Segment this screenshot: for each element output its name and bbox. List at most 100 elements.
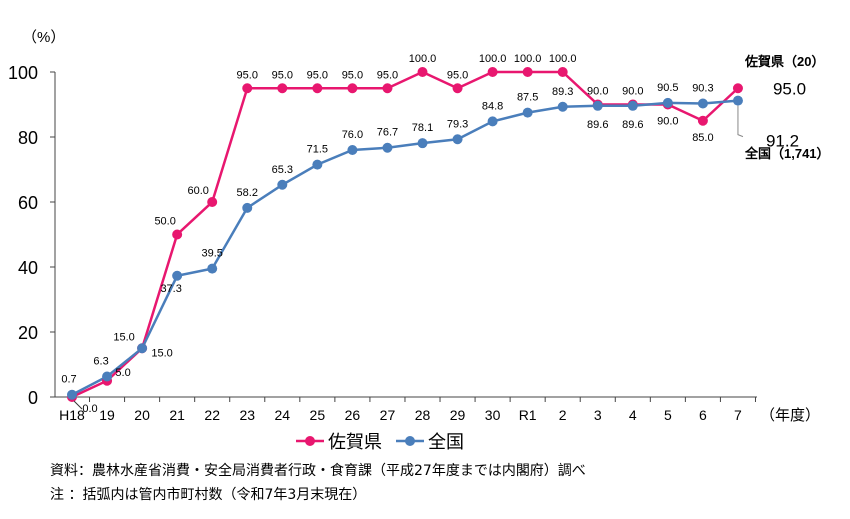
data-point: [312, 159, 323, 170]
data-label: 100.0: [409, 53, 437, 65]
data-point: [137, 343, 148, 354]
data-label: 100.0: [479, 53, 507, 65]
x-tick-label: R1: [519, 407, 537, 423]
x-tick-label: 2: [559, 407, 567, 423]
data-label: 39.5: [201, 248, 222, 260]
x-tick-label: 3: [594, 407, 602, 423]
x-tick-label: 25: [310, 407, 326, 423]
data-point: [452, 83, 463, 94]
x-tick-label: 4: [629, 407, 637, 423]
data-point: [417, 67, 428, 77]
legend-label: 全国: [428, 432, 464, 452]
x-tick-label: 23: [239, 407, 255, 423]
data-label: 95.0: [237, 69, 258, 81]
data-label: 95.0: [272, 69, 293, 81]
x-tick-label: 28: [415, 407, 431, 423]
data-label: 0.7: [61, 374, 76, 386]
data-label: 90.0: [587, 86, 608, 98]
data-point: [67, 389, 77, 400]
series-line-1: [71, 99, 739, 396]
y-tick-label: 100: [8, 63, 38, 83]
x-tick-label: 20: [134, 407, 150, 423]
legend-marker: [305, 436, 315, 446]
data-label: 84.8: [482, 100, 503, 112]
x-tick-label: 19: [99, 407, 115, 423]
data-point: [487, 116, 498, 127]
x-tick-label: 5: [664, 407, 672, 423]
data-label: 90.5: [657, 82, 678, 94]
data-label: 95.0: [342, 69, 363, 81]
data-label: 85.0: [692, 132, 713, 144]
data-point: [522, 107, 533, 118]
x-tick-label: H18: [59, 407, 85, 423]
data-point: [277, 179, 288, 190]
x-tick-label: 22: [204, 407, 220, 423]
data-label: 78.1: [412, 122, 433, 134]
data-point: [242, 202, 253, 213]
data-point: [627, 100, 638, 111]
data-label: 15.0: [151, 347, 172, 359]
data-point: [592, 100, 603, 111]
data-point: [487, 67, 498, 77]
y-tick-label: 80: [18, 128, 38, 148]
source-note: 資料：農林水産省消費・安全局消費者行政・食育課（平成27年度までは内閣府）調べ: [50, 463, 586, 479]
x-tick-label: 29: [450, 407, 466, 423]
data-point: [557, 101, 568, 112]
data-label: 65.3: [272, 164, 293, 176]
y-tick-label: 0: [28, 388, 38, 408]
data-point: [452, 134, 463, 145]
data-label: 90.3: [692, 83, 713, 95]
data-point: [382, 83, 393, 94]
x-tick-label: 24: [275, 407, 291, 423]
data-point: [557, 67, 568, 77]
x-tick-label: 6: [699, 407, 707, 423]
data-label: 89.3: [552, 86, 573, 98]
data-label: 89.6: [587, 119, 608, 131]
y-tick-label: 60: [18, 193, 38, 213]
data-label: 95.0: [377, 69, 398, 81]
x-tick-label: 26: [345, 407, 361, 423]
data-point: [347, 145, 358, 155]
data-label: 79.3: [447, 118, 468, 130]
y-tick-label: 20: [18, 323, 38, 343]
data-label: 6.3: [93, 356, 108, 368]
data-label: 100.0: [549, 53, 577, 65]
data-point: [697, 98, 708, 109]
data-point: [172, 270, 183, 281]
series-end-label: 全国（1,741）: [744, 146, 830, 161]
data-label: 50.0: [154, 216, 175, 228]
data-label: 90.0: [622, 86, 643, 98]
data-label: 91.2: [766, 132, 799, 151]
footnote: 注 ：括弧内は管内市町村数（令和7年3月末現在）: [50, 487, 367, 503]
data-label: 15.0: [113, 331, 134, 343]
data-point: [662, 97, 673, 108]
data-label: 95.0: [773, 79, 806, 98]
data-label: 60.0: [187, 185, 208, 197]
data-point: [732, 83, 743, 94]
legend-label: 佐賀県: [328, 432, 382, 452]
data-label: 89.6: [622, 119, 643, 131]
data-point: [277, 83, 288, 94]
series-line-0: [71, 70, 739, 399]
data-point: [102, 371, 113, 382]
data-label: 95.0: [447, 69, 468, 81]
y-axis-label: （%）: [22, 29, 65, 46]
data-point: [522, 67, 533, 77]
data-point: [207, 197, 218, 207]
data-label: 76.7: [377, 127, 398, 139]
data-point: [417, 138, 428, 149]
data-label: 5.0: [115, 367, 130, 379]
data-label: 90.0: [657, 116, 678, 128]
data-point: [382, 142, 393, 153]
leader-line: [737, 105, 744, 138]
y-tick-label: 40: [18, 258, 38, 278]
data-point: [732, 95, 743, 106]
data-label: 71.5: [307, 144, 328, 156]
data-point: [242, 83, 253, 94]
x-axis-label: （年度）: [760, 407, 820, 424]
leader-line: [73, 400, 83, 410]
x-tick-label: 21: [169, 407, 185, 423]
x-tick-label: 27: [380, 407, 396, 423]
data-point: [207, 263, 218, 274]
series-end-label: 佐賀県（20）: [744, 54, 824, 69]
